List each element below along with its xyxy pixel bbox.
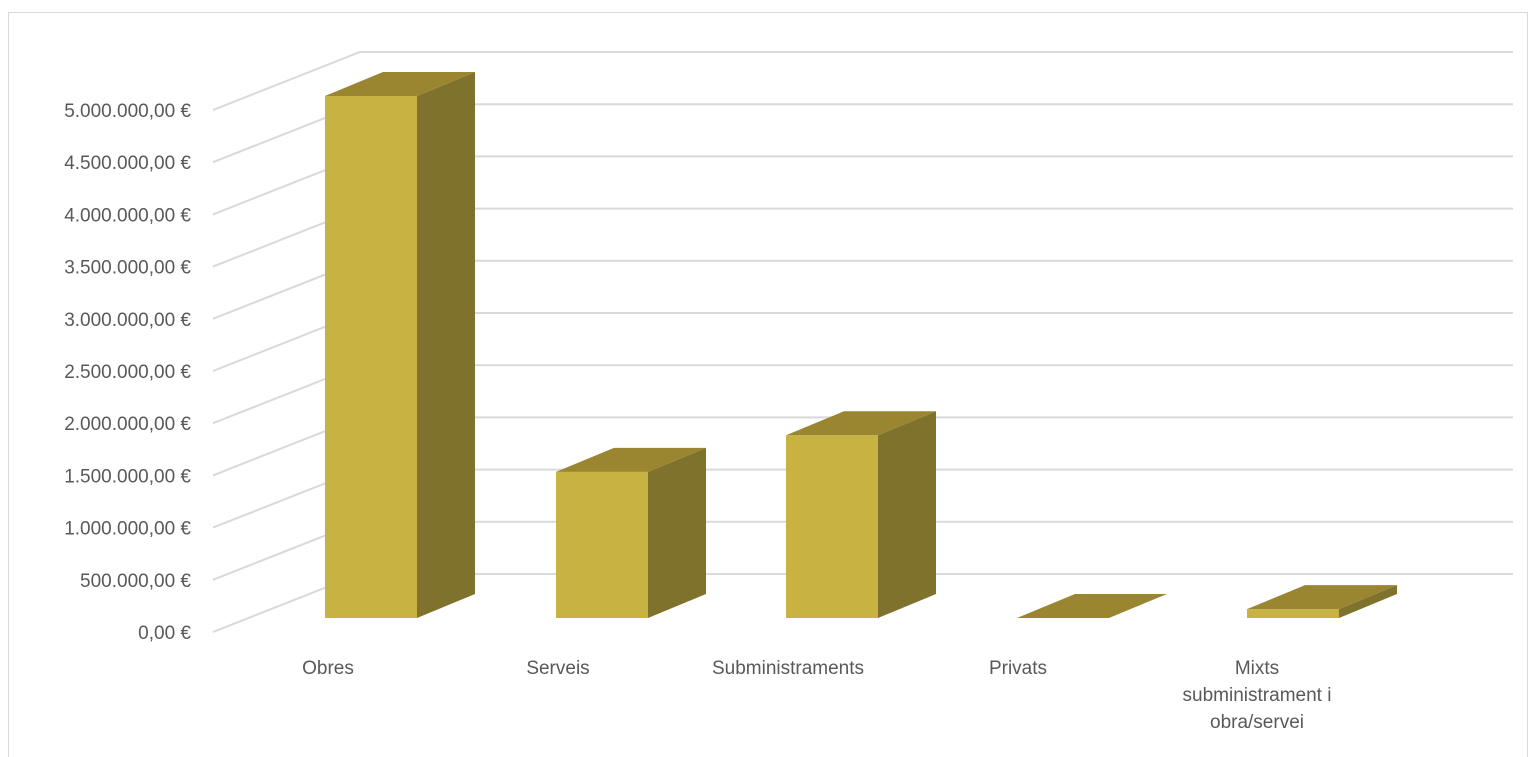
bar-front <box>556 471 648 618</box>
bar <box>325 72 475 618</box>
bar-top <box>325 72 475 96</box>
y-tick-label: 3.000.000,00 € <box>64 310 191 331</box>
bar <box>1017 594 1167 618</box>
x-axis-categories: Obres Serveis Subministraments Privats Mixts… <box>302 658 1331 733</box>
bar-top <box>1247 585 1397 610</box>
x-category-label: Privats <box>989 658 1047 679</box>
bar <box>786 411 936 618</box>
bar-front <box>786 435 878 618</box>
bar <box>556 447 706 618</box>
x-category-label: Subministraments <box>712 658 864 679</box>
y-axis-ticks: 0,00 € 500.000,00 € 1.000.000,00 € 1.500.00… <box>64 101 191 644</box>
bar <box>1247 585 1397 618</box>
bar-side <box>1339 585 1397 618</box>
y-tick-label: 1.000.000,00 € <box>64 519 191 540</box>
bar-top <box>786 411 936 436</box>
y-tick-label: 3.500.000,00 € <box>64 258 191 279</box>
y-tick-label: 500.000,00 € <box>80 571 191 592</box>
y-tick-label: 2.500.000,00 € <box>64 362 191 383</box>
x-category-label: Obres <box>302 658 354 679</box>
x-category-label: subministrament i <box>1183 685 1332 706</box>
y-tick-label: 0,00 € <box>138 623 191 644</box>
x-category-label: Mixts <box>1235 658 1279 679</box>
bar-front <box>325 96 417 618</box>
bars <box>325 72 1397 618</box>
y-tick-label: 5.000.000,00 € <box>64 101 191 122</box>
bar-side <box>417 72 475 618</box>
bar-front <box>1247 609 1339 618</box>
y-tick-label: 4.000.000,00 € <box>64 205 191 226</box>
y-tick-label: 4.500.000,00 € <box>64 153 191 174</box>
bar-top <box>556 447 706 472</box>
x-category-label: obra/servei <box>1210 712 1304 733</box>
gridline <box>212 51 1513 111</box>
y-tick-label: 1.500.000,00 € <box>64 466 191 487</box>
chart-frame <box>8 12 1528 757</box>
y-tick-label: 2.000.000,00 € <box>64 414 191 435</box>
bar-side <box>878 411 936 618</box>
bar-top <box>1017 594 1167 618</box>
x-category-label: Serveis <box>526 658 589 679</box>
bar-side <box>648 447 706 618</box>
